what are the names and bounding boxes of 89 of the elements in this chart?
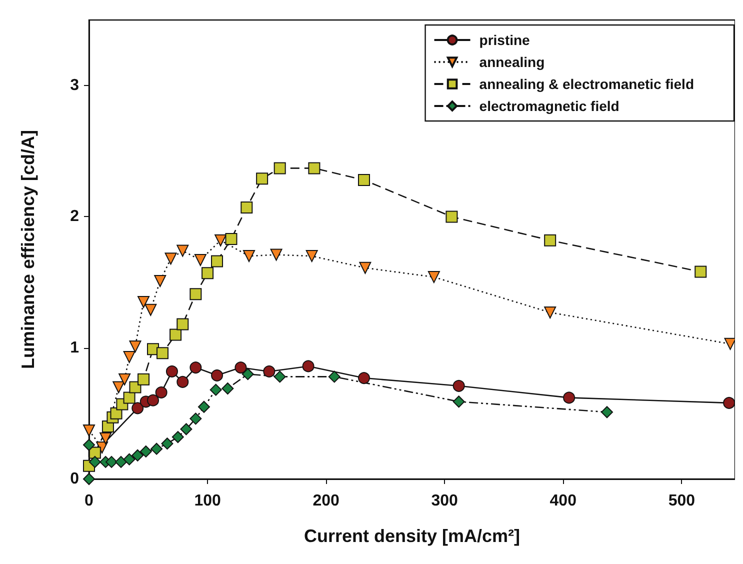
point [359, 262, 372, 274]
point [240, 202, 253, 214]
point [198, 400, 210, 413]
point [138, 296, 150, 308]
y-axis-title: Luminance efficiency [cd/A] [18, 130, 38, 370]
point [256, 172, 268, 185]
point [328, 370, 340, 383]
point [155, 386, 168, 398]
point [123, 351, 136, 364]
point [83, 438, 95, 451]
point [123, 453, 136, 466]
point [140, 445, 152, 458]
legend-label: pristine [479, 32, 530, 48]
point [190, 288, 202, 300]
point [202, 267, 214, 280]
point [563, 392, 576, 404]
point [544, 234, 556, 246]
point [274, 162, 286, 174]
point [302, 360, 314, 372]
point [170, 328, 182, 341]
point [150, 442, 163, 455]
point [308, 162, 320, 174]
point [132, 449, 144, 462]
legend-label: annealing & electromanetic field [479, 76, 694, 92]
point [225, 233, 238, 246]
point [144, 304, 157, 316]
point [446, 210, 458, 223]
y-tick-label: 3 [70, 77, 80, 94]
point [544, 306, 556, 318]
point [274, 370, 286, 383]
x-tick-label: 100 [194, 492, 221, 510]
point [112, 381, 125, 394]
legend-label: electromagnetic field [479, 98, 620, 114]
point [115, 456, 128, 468]
point [180, 423, 192, 436]
point [242, 368, 254, 380]
point [161, 438, 174, 450]
point [211, 369, 224, 382]
x-tick-label: 400 [550, 492, 577, 510]
point [222, 382, 234, 395]
y-tick-label: 2 [70, 208, 80, 226]
x-tick-label: 500 [668, 492, 696, 510]
point [172, 431, 184, 444]
point [166, 365, 178, 378]
x-axis-title: Current density [mA/cm²] [304, 526, 520, 546]
point [243, 250, 256, 262]
point [358, 174, 370, 186]
point [83, 424, 95, 436]
point [176, 244, 189, 257]
point [211, 255, 224, 268]
point [452, 396, 465, 408]
point [88, 456, 101, 468]
point [164, 252, 177, 265]
x-tick-label: 300 [431, 492, 458, 510]
point [723, 396, 735, 409]
point [156, 347, 168, 360]
x-tick-label: 0 [84, 492, 94, 510]
point [306, 250, 318, 262]
point [358, 372, 370, 384]
point [600, 406, 613, 418]
point [147, 394, 160, 406]
y-tick-label: 1 [70, 339, 80, 356]
point [176, 318, 189, 330]
point [154, 274, 166, 287]
point [129, 381, 142, 394]
point [176, 376, 189, 388]
point [190, 412, 202, 425]
point [428, 271, 440, 284]
point [118, 373, 131, 386]
point [452, 380, 465, 392]
point [214, 234, 227, 246]
point [138, 373, 150, 386]
y-tick-label: 0 [70, 470, 80, 488]
x-tick-label: 200 [312, 492, 340, 510]
point [100, 432, 112, 444]
point [106, 456, 118, 468]
legend-label: annealing [479, 54, 545, 70]
point [210, 384, 222, 396]
point [129, 340, 142, 353]
point [190, 362, 202, 374]
point [263, 365, 276, 378]
point [132, 402, 144, 414]
point [234, 362, 247, 374]
point [83, 473, 95, 485]
point [194, 254, 206, 266]
point [694, 266, 707, 278]
point [270, 248, 282, 261]
point [724, 338, 735, 350]
point [123, 392, 136, 404]
